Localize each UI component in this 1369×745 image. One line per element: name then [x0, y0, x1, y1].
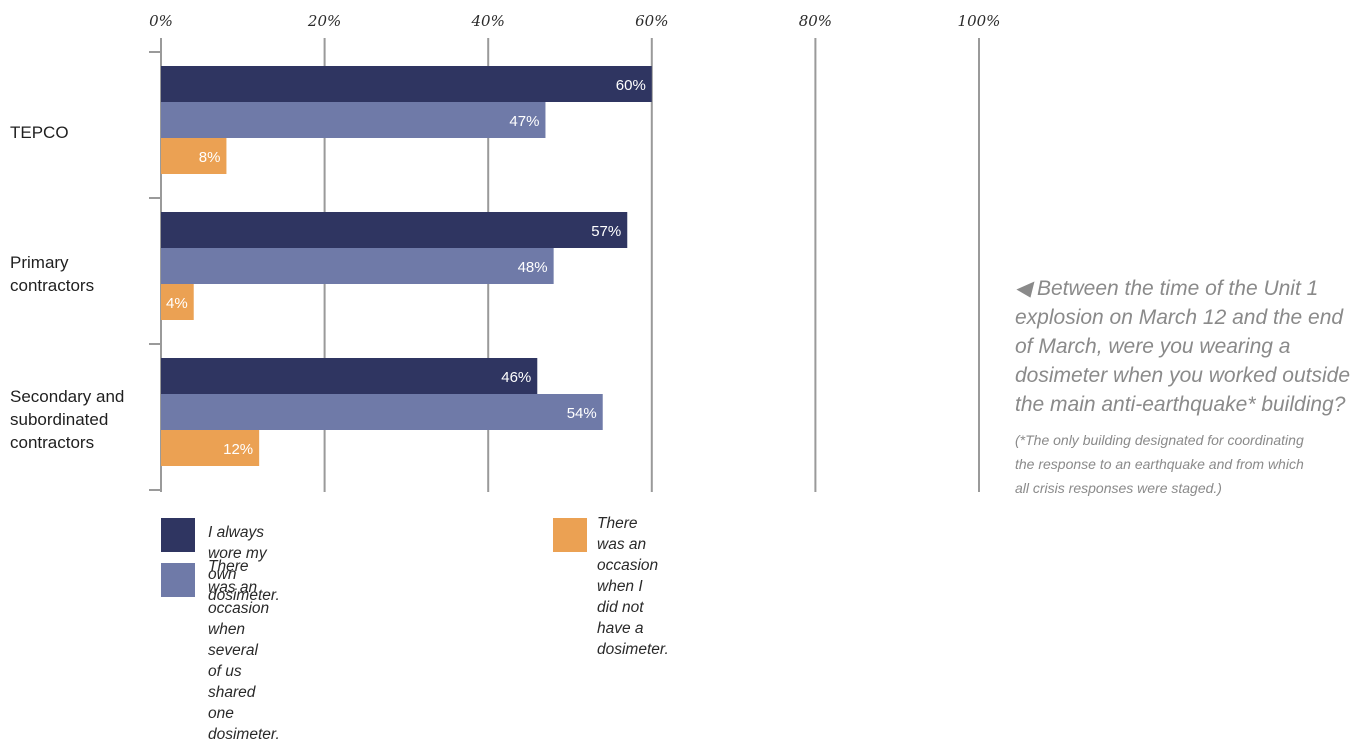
bar-value-label: 46% [501, 369, 531, 386]
legend-swatch-shared [161, 563, 195, 597]
legend-line: did not have a dosimeter. [597, 599, 669, 658]
legend-swatch-own [161, 518, 195, 552]
category-label-line: contractors [10, 433, 95, 452]
category-label-line: TEPCO [10, 123, 69, 142]
bar-chart: 0% 20% 40% 60% 80% 100% 60% 47% 8% 57% 48% 4% 46% 54%… [149, 12, 1000, 492]
bar-value-label: 54% [567, 405, 597, 422]
bar-0-0 [161, 66, 652, 102]
x-tick-label: 100% [958, 12, 1000, 30]
legend-swatch-none [553, 518, 587, 552]
bar-1-0 [161, 102, 546, 138]
question-text: ◀ Between the time of the Unit 1 explosi… [1015, 277, 1351, 416]
bar-1-1 [161, 248, 554, 284]
bar-0-2 [161, 358, 538, 394]
bar-value-label: 4% [166, 295, 188, 312]
bar-2-2 [161, 430, 260, 466]
bar-0-1 [161, 212, 628, 248]
x-tick-label: 0% [149, 12, 173, 30]
category-label-primary-contractors: Primary contractors [10, 251, 94, 297]
x-tick-label: 80% [799, 12, 832, 30]
category-label-line: subordinated [10, 410, 109, 429]
bar-1-2 [161, 394, 603, 430]
legend-line: There was an occasion when I [597, 515, 659, 595]
footnote-text: (*The only building designated for coord… [1015, 432, 1304, 496]
category-label-line: contractors [10, 276, 95, 295]
bar-value-label: 47% [509, 113, 539, 130]
bar-2-1 [161, 284, 194, 320]
x-tick-label: 60% [635, 12, 668, 30]
bar-value-label: 60% [616, 77, 646, 94]
category-label-secondary-contractors: Secondary and subordinated contractors [10, 385, 124, 454]
legend-text-shared: There was an occasion when several of us… [208, 556, 280, 745]
legend-text-none: There was an occasion when I did not hav… [597, 513, 669, 660]
category-label-tepco: TEPCO [10, 121, 69, 144]
category-label-line: Secondary and [10, 387, 125, 406]
bar-value-label: 57% [591, 223, 621, 240]
x-tick-label: 40% [471, 12, 505, 30]
bar-value-label: 8% [199, 149, 221, 166]
bar-value-label: 48% [518, 259, 548, 276]
category-label-line: Primary [10, 253, 69, 272]
legend-line: There was an occasion when several [208, 558, 270, 659]
bar-2-0 [161, 138, 227, 174]
x-tick-label: 20% [307, 12, 341, 30]
bar-value-label: 12% [223, 441, 253, 458]
legend-line: of us shared one dosimeter. [208, 663, 280, 743]
